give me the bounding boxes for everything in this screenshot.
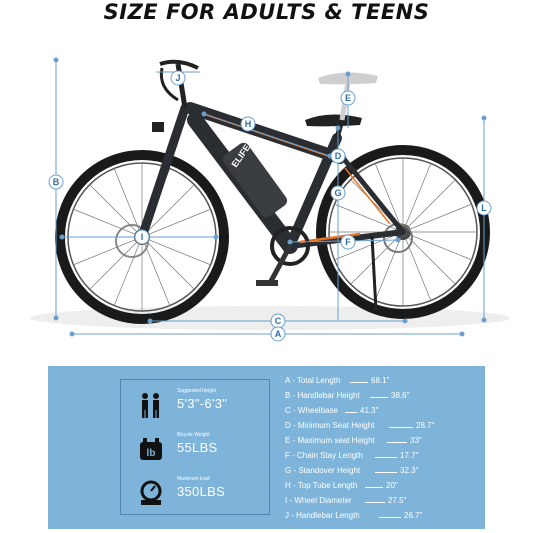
svg-text:lb: lb [147,448,156,459]
dimension-value: 17.7" [400,451,419,460]
dimension-value: 28.7" [416,421,435,430]
leader-line [387,442,407,443]
dimension-row: G - Standover Height 32.3" [285,466,475,480]
dimension-value: 32.3" [400,466,419,475]
dimension-value: 38.6" [391,391,410,400]
stat-value: 55LBS [177,440,218,455]
dimension-value: 26.7" [404,511,423,520]
dimension-row: A - Total Length 68.1" [285,376,475,390]
leader-line [365,487,383,488]
leader-line [365,502,385,503]
dimension-name: F - Chain Stay Length [285,451,363,460]
dimension-name: C - Wheelbase [285,406,338,415]
svg-text:C: C [275,316,282,326]
svg-text:A: A [275,329,282,339]
dimension-row: B - Handlebar Height 38.6" [285,391,475,405]
stat-bicycle-weight: lb Bicycle Weight 55LBS [121,428,271,468]
dimension-row: H - Top Tube Length 20" [285,481,475,495]
stat-value: 350LBS [177,484,226,499]
bike-diagram: ELIFE B L [0,28,533,358]
stat-caption: Bicycle Weight [177,432,210,438]
leader-line [375,457,397,458]
dimension-value: 68.1" [371,376,390,385]
dimension-name: D - Minimum Seat Height [285,421,375,430]
leader-line [370,397,388,398]
dimension-value: 27.5" [388,496,407,505]
svg-text:I: I [141,232,144,242]
stat-caption: Suggested height [177,388,216,394]
scale-icon [140,480,162,505]
specs-panel: Suggested height 5'3"-6'3" lb Bicycle We… [48,366,485,529]
dimension-name: B - Handlebar Height [285,391,360,400]
svg-text:F: F [345,237,351,247]
weight-icon: lb [140,438,162,460]
dimension-name: H - Top Tube Length [285,481,358,490]
leader-line [345,412,357,413]
headline: SIZE FOR ADULTS & TEENS [103,0,430,24]
dimension-row: J - Handlebar Length 26.7" [285,511,475,525]
dimension-name: E - Maximum seat Height [285,436,375,445]
leader-line [389,427,413,428]
dimension-name: G - Standover Height [285,466,361,475]
stat-maximum-load: Maximum load 350LBS [121,472,271,512]
dimension-value: 41.3" [360,406,379,415]
battery: ELIFE [222,143,288,218]
leader-line [350,382,368,383]
stats-box: Suggested height 5'3"-6'3" lb Bicycle We… [120,379,270,515]
dimension-name: A - Total Length [285,376,341,385]
dimension-row: D - Minimum Seat Height 28.7" [285,421,475,435]
leader-line [375,472,397,473]
dimension-labels: B L C A I F H G D E J [48,70,492,342]
bike-frame [137,102,406,254]
svg-text:J: J [175,73,180,83]
dimension-row: E - Maximum seat Height 33" [285,436,475,450]
stat-caption: Maximum load [177,476,210,482]
svg-text:E: E [345,93,351,103]
stat-suggested-height: Suggested height 5'3"-6'3" [121,384,271,424]
dimension-row: C - Wheelbase 41.3" [285,406,475,420]
dimension-name: I - Wheel Diameter [285,496,352,505]
svg-text:G: G [334,188,341,198]
stat-value: 5'3"-6'3" [177,396,228,411]
dimension-value: 20" [386,481,398,490]
dimension-row: F - Chain Stay Length 17.7" [285,451,475,465]
svg-text:H: H [245,119,252,129]
dimension-row: I - Wheel Diameter 27.5" [285,496,475,510]
svg-text:B: B [53,177,60,187]
people-icon [142,393,159,418]
svg-text:L: L [481,203,487,213]
dimension-name: J - Handlebar Length [285,511,360,520]
dimension-value: 33" [410,436,422,445]
saddle [305,114,362,127]
svg-text:D: D [335,151,342,161]
leader-line [379,517,401,518]
